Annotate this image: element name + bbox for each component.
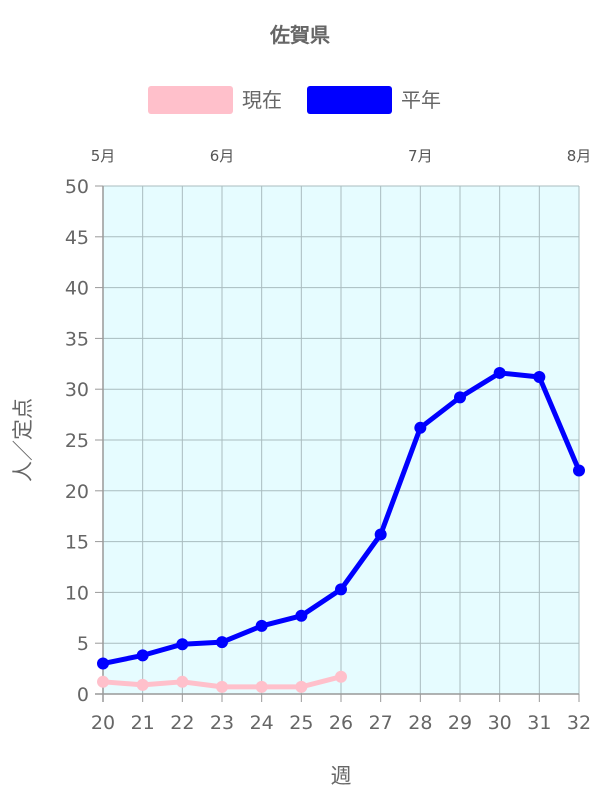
series-lines (97, 366, 585, 693)
x-tick-label-24: 24 (250, 712, 274, 734)
month-label-2: 7月 (408, 147, 433, 165)
series-1-point-31 (533, 371, 546, 384)
y-tick-label-50: 50 (65, 176, 89, 198)
series-0-point-26 (335, 670, 347, 683)
x-axis: 20 21 22 23 24 25 26 27 28 29 30 31 32 (91, 693, 591, 734)
y-tick-label-0: 0 (77, 684, 89, 706)
x-tick-label-23: 23 (210, 712, 234, 734)
series-1-point-25 (295, 609, 308, 622)
series-1-point-32 (573, 464, 585, 477)
x-axis-title: 週 (331, 764, 352, 788)
grid-lines (102, 185, 580, 695)
series-1-point-20 (97, 657, 109, 670)
legend-swatch-1 (307, 86, 392, 114)
month-label-3: 8月 (567, 147, 592, 165)
x-tick-label-22: 22 (170, 712, 194, 734)
series-1-point-30 (493, 366, 506, 379)
y-tick-label-25: 25 (65, 430, 89, 452)
series-0-point-24 (255, 680, 268, 693)
series-1-point-29 (454, 391, 466, 404)
y-tick-label-5: 5 (77, 633, 89, 655)
x-tick-label-30: 30 (488, 712, 512, 734)
legend-item-1[interactable]: 平年 (307, 86, 441, 114)
month-label-1: 6月 (210, 147, 235, 165)
month-labels: 5月 6月 7月 8月 (91, 147, 592, 165)
series-0-point-23 (216, 680, 228, 693)
series-1-point-28 (414, 421, 427, 434)
series-0-point-22 (176, 675, 189, 688)
y-axis-title: 人／定点 (11, 398, 35, 482)
legend: 現在 平年 (148, 86, 441, 114)
y-tick-label-10: 10 (65, 582, 89, 604)
chart-title: 佐賀県 (269, 23, 330, 47)
y-tick-label-30: 30 (65, 379, 89, 401)
x-tick-label-32: 32 (567, 712, 591, 734)
x-tick-label-31: 31 (527, 712, 551, 734)
x-tick-label-27: 27 (369, 712, 393, 734)
y-axis: 0 5 10 15 20 25 30 35 40 45 50 (65, 176, 104, 706)
x-tick-label-20: 20 (91, 712, 115, 734)
legend-item-0[interactable]: 現在 (148, 86, 282, 114)
y-tick-label-15: 15 (65, 532, 89, 554)
series-1-point-23 (216, 636, 228, 649)
series-1-point-21 (136, 649, 149, 662)
x-tick-label-28: 28 (408, 712, 432, 734)
y-tick-label-20: 20 (65, 481, 89, 503)
y-tick-label-45: 45 (65, 227, 89, 249)
x-tick-label-25: 25 (289, 712, 313, 734)
legend-label-0: 現在 (242, 88, 282, 112)
legend-label-1: 平年 (401, 88, 441, 112)
x-tick-label-26: 26 (329, 712, 353, 734)
series-0-point-25 (295, 680, 308, 693)
series-1-point-27 (374, 528, 387, 541)
x-tick-label-29: 29 (448, 712, 472, 734)
x-tick-label-21: 21 (131, 712, 155, 734)
series-1-point-22 (176, 638, 189, 651)
series-1-point-24 (255, 619, 268, 632)
y-tick-label-40: 40 (65, 278, 89, 300)
month-label-0: 5月 (91, 147, 116, 165)
series-0-point-21 (136, 678, 149, 691)
series-1-point-26 (335, 583, 347, 596)
y-tick-label-35: 35 (65, 328, 89, 350)
series-0-point-20 (97, 675, 109, 688)
legend-swatch-0 (148, 86, 233, 114)
